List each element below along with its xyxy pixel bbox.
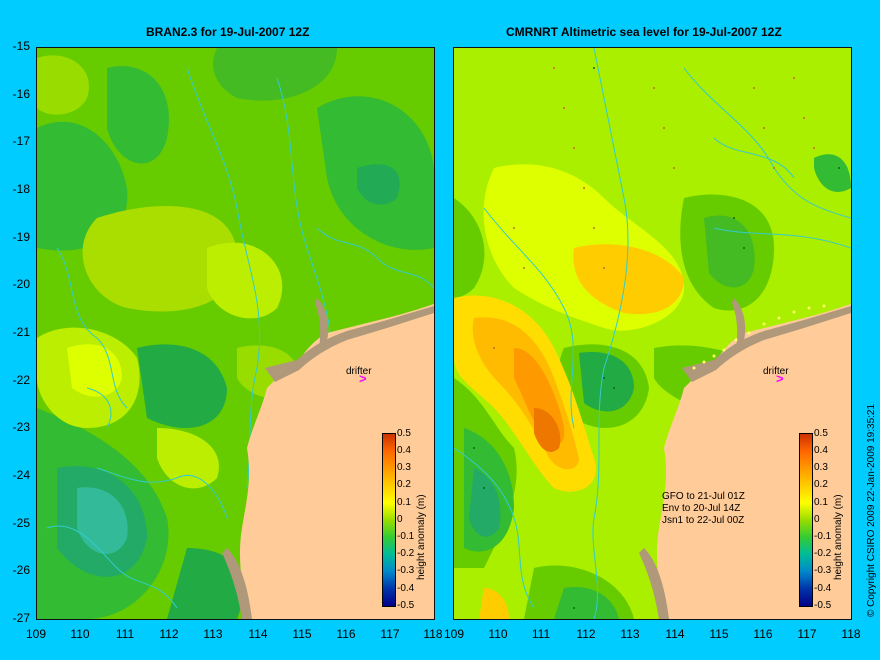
colorbar-tick: 0.3 — [814, 462, 828, 473]
x-tick-label: 113 — [620, 627, 640, 641]
x-tick-label: 110 — [70, 627, 90, 641]
colorbar-tick: 0 — [814, 514, 820, 525]
colorbar-tick: 0.2 — [397, 479, 411, 490]
y-tick-label: -20 — [12, 277, 30, 291]
left-map-title: BRAN2.3 for 19-Jul-2007 12Z — [146, 25, 310, 39]
y-tick-label: -17 — [12, 134, 30, 148]
copyright-label: © Copyright CSIRO 2009 22-Jan-2009 19:35… — [866, 403, 877, 617]
colorbar-tick: 0.3 — [397, 462, 411, 473]
colorbar-tick: -0.4 — [814, 583, 832, 594]
x-tick-label: 113 — [203, 627, 223, 641]
x-tick-label: 115 — [292, 627, 312, 641]
colorbar-tick: -0.3 — [814, 565, 832, 576]
x-tick-label: 109 — [443, 627, 465, 641]
right-anomaly-field — [454, 48, 851, 619]
colorbar-tick: 0 — [397, 514, 403, 525]
y-tick-label: -26 — [12, 563, 30, 577]
colorbar-tick: 0.5 — [397, 428, 411, 439]
y-tick-label: -18 — [12, 182, 30, 196]
x-tick-label: 116 — [753, 627, 773, 641]
x-tick-label: 111 — [115, 627, 135, 641]
x-tick-label: 110 — [488, 627, 508, 641]
y-tick-label: -16 — [12, 87, 30, 101]
satellite-legend: GFO to 21-Jul 01Z Env to 20-Jul 14Z Jsn1… — [662, 491, 745, 527]
y-tick-label: -19 — [12, 230, 30, 244]
colorbar-tick: -0.1 — [814, 531, 832, 542]
y-tick-label: -25 — [12, 516, 30, 530]
colorbar-tick: 0.4 — [397, 445, 411, 456]
drifter-arrow-icon: > — [359, 371, 367, 386]
colorbar-gradient — [799, 433, 813, 607]
satellite-line: Env to 20-Jul 14Z — [662, 503, 741, 514]
drifter-label: drifter — [763, 366, 789, 377]
drifter-label: drifter — [346, 366, 372, 377]
y-tick-label: -15 — [12, 39, 30, 53]
colorbar-tick: 0.1 — [814, 497, 828, 508]
y-tick-label: -21 — [12, 325, 30, 339]
right-map-title: CMRNRT Altimetric sea level for 19-Jul-2… — [506, 25, 782, 39]
y-tick-label: -23 — [12, 420, 30, 434]
colorbar-tick: -0.1 — [397, 531, 415, 542]
satellite-line: GFO to 21-Jul 01Z — [662, 491, 745, 502]
y-tick-label: -22 — [12, 373, 30, 387]
colorbar-tick: 0.2 — [814, 479, 828, 490]
drifter-arrow-icon: > — [776, 371, 784, 386]
satellite-line: Jsn1 to 22-Jul 00Z — [662, 515, 745, 526]
colorbar-tick: -0.5 — [397, 600, 415, 611]
x-tick-label: 118 — [841, 627, 861, 641]
colorbar-tick: 0.4 — [814, 445, 828, 456]
x-tick-label: 114 — [248, 627, 268, 641]
y-tick-label: -24 — [12, 468, 30, 482]
x-tick-label: 112 — [576, 627, 596, 641]
x-tick-label: 114 — [665, 627, 685, 641]
left-map-panel: drifter > — [36, 47, 435, 620]
x-tick-label: 112 — [159, 627, 179, 641]
colorbar-title: height anomaly (m) — [833, 494, 844, 580]
x-tick-label: 115 — [709, 627, 729, 641]
colorbar-gradient — [382, 433, 396, 607]
y-tick-label: -27 — [12, 611, 30, 625]
colorbar-tick: -0.2 — [814, 548, 832, 559]
colorbar-tick: -0.3 — [397, 565, 415, 576]
colorbar-title: height anomaly (m) — [416, 494, 427, 580]
x-tick-label: 116 — [336, 627, 356, 641]
colorbar-tick: 0.1 — [397, 497, 411, 508]
colorbar-tick: -0.2 — [397, 548, 415, 559]
x-tick-label: 111 — [531, 627, 551, 641]
right-map-panel: drifter > GFO to 21-Jul 01Z Env to 20-Ju… — [453, 47, 852, 620]
x-tick-label: 118 — [423, 627, 443, 641]
x-tick-label: 109 — [25, 627, 47, 641]
colorbar-tick: -0.4 — [397, 583, 415, 594]
colorbar-tick: 0.5 — [814, 428, 828, 439]
x-tick-label: 117 — [797, 627, 817, 641]
x-tick-label: 117 — [380, 627, 400, 641]
colorbar-tick: -0.5 — [814, 600, 832, 611]
left-anomaly-field — [37, 48, 434, 619]
